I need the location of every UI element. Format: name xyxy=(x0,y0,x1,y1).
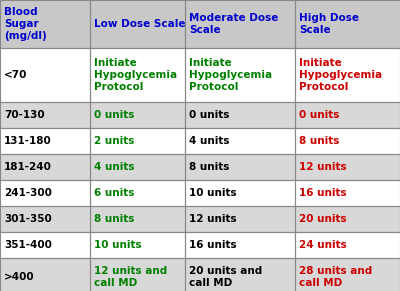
Text: 351-400: 351-400 xyxy=(4,240,52,250)
Text: 12 units: 12 units xyxy=(189,214,237,224)
Bar xyxy=(0,48,90,102)
Bar xyxy=(185,48,295,102)
Bar xyxy=(90,154,185,180)
Text: Initiate
Hypoglycemia
Protocol: Initiate Hypoglycemia Protocol xyxy=(189,58,272,92)
Bar xyxy=(295,102,400,128)
Text: 4 units: 4 units xyxy=(189,136,230,146)
Text: 0 units: 0 units xyxy=(299,110,339,120)
Bar xyxy=(295,0,400,48)
Bar xyxy=(90,48,185,102)
Bar xyxy=(295,48,400,102)
Bar xyxy=(90,128,185,154)
Text: 8 units: 8 units xyxy=(189,162,229,172)
Text: 2 units: 2 units xyxy=(94,136,134,146)
Bar xyxy=(90,102,185,128)
Text: <70: <70 xyxy=(4,70,27,80)
Text: 10 units: 10 units xyxy=(94,240,142,250)
Bar xyxy=(295,154,400,180)
Text: 0 units: 0 units xyxy=(94,110,134,120)
Text: 12 units and
call MD: 12 units and call MD xyxy=(94,266,167,288)
Bar xyxy=(0,0,90,48)
Text: 70-130: 70-130 xyxy=(4,110,45,120)
Text: Initiate
Hypoglycemia
Protocol: Initiate Hypoglycemia Protocol xyxy=(299,58,382,92)
Bar xyxy=(185,232,295,258)
Text: 301-350: 301-350 xyxy=(4,214,52,224)
Text: Moderate Dose
Scale: Moderate Dose Scale xyxy=(189,13,278,35)
Text: 8 units: 8 units xyxy=(94,214,134,224)
Text: 8 units: 8 units xyxy=(299,136,339,146)
Bar xyxy=(295,128,400,154)
Bar xyxy=(185,206,295,232)
Bar xyxy=(90,232,185,258)
Text: 0 units: 0 units xyxy=(189,110,229,120)
Text: 20 units: 20 units xyxy=(299,214,347,224)
Text: 12 units: 12 units xyxy=(299,162,347,172)
Bar xyxy=(295,232,400,258)
Text: High Dose
Scale: High Dose Scale xyxy=(299,13,359,35)
Text: 6 units: 6 units xyxy=(94,188,134,198)
Text: 24 units: 24 units xyxy=(299,240,347,250)
Text: >400: >400 xyxy=(4,272,35,282)
Text: 131-180: 131-180 xyxy=(4,136,52,146)
Text: 16 units: 16 units xyxy=(189,240,237,250)
Text: 4 units: 4 units xyxy=(94,162,134,172)
Bar xyxy=(0,206,90,232)
Bar xyxy=(0,258,90,291)
Bar xyxy=(90,0,185,48)
Text: Low Dose Scale: Low Dose Scale xyxy=(94,19,186,29)
Bar xyxy=(0,128,90,154)
Bar xyxy=(185,128,295,154)
Bar xyxy=(185,102,295,128)
Bar xyxy=(90,206,185,232)
Bar xyxy=(295,180,400,206)
Bar xyxy=(90,180,185,206)
Bar xyxy=(0,102,90,128)
Bar xyxy=(185,0,295,48)
Bar xyxy=(0,180,90,206)
Text: 28 units and
call MD: 28 units and call MD xyxy=(299,266,372,288)
Bar xyxy=(0,154,90,180)
Text: 10 units: 10 units xyxy=(189,188,237,198)
Text: Blood
Sugar
(mg/dl): Blood Sugar (mg/dl) xyxy=(4,7,47,41)
Bar xyxy=(0,232,90,258)
Bar xyxy=(295,258,400,291)
Text: 20 units and
call MD: 20 units and call MD xyxy=(189,266,262,288)
Text: 16 units: 16 units xyxy=(299,188,347,198)
Text: 241-300: 241-300 xyxy=(4,188,52,198)
Bar xyxy=(185,258,295,291)
Bar xyxy=(90,258,185,291)
Bar xyxy=(295,206,400,232)
Bar xyxy=(185,180,295,206)
Text: Initiate
Hypoglycemia
Protocol: Initiate Hypoglycemia Protocol xyxy=(94,58,177,92)
Bar xyxy=(185,154,295,180)
Text: 181-240: 181-240 xyxy=(4,162,52,172)
